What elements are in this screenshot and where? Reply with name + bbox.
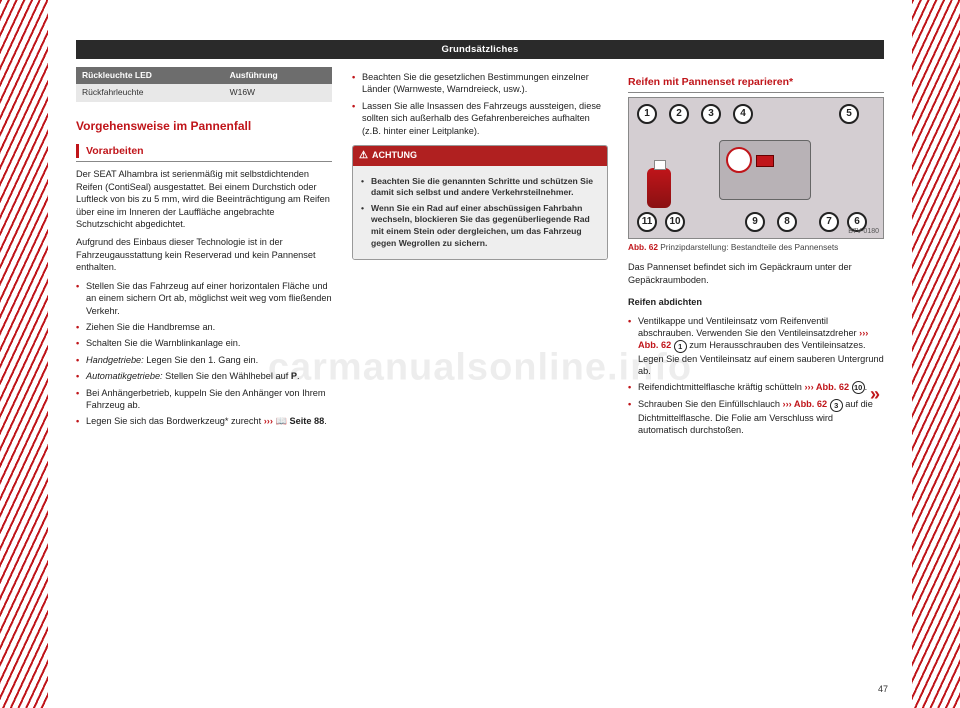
warning-body: Beachten Sie die genannten Schritte und …: [353, 166, 607, 260]
subsection-vorarbeiten: Vorarbeiten: [76, 144, 332, 162]
callout-1: 1: [637, 104, 657, 124]
bullet-5-label: Automatikgetriebe:: [86, 371, 163, 381]
figure-62: 1 2 3 4 5 11 10 9 8 7 6 B7V-0180: [628, 97, 884, 239]
c3b2-ref: ››› Abb. 62: [804, 382, 851, 392]
col3-bullet-2: Reifendichtmittelflasche kräftig schütte…: [628, 381, 884, 394]
bullet-5-dot: .: [297, 371, 300, 381]
bullet-2: Ziehen Sie die Handbremse an.: [76, 321, 332, 333]
ref-arrows: ›››: [264, 416, 276, 426]
bulb-table: Rückleuchte LED Ausführung Rückfahrleuch…: [76, 67, 332, 102]
callout-11: 11: [637, 212, 657, 232]
compressor-graphic: [719, 140, 811, 200]
col3-bullet-3: Schrauben Sie den Einfüllschlauch ››› Ab…: [628, 398, 884, 436]
warn-bullet-1: Beachten Sie die genannten Schritte und …: [361, 176, 599, 199]
warn-bullet-2: Wenn Sie ein Rad auf einer abschüssigen …: [361, 203, 599, 249]
callout-3: 3: [701, 104, 721, 124]
th-2: Ausführung: [224, 67, 332, 84]
callout-9: 9: [745, 212, 765, 232]
callout-4: 4: [733, 104, 753, 124]
table-row: Rückfahrleuchte W16W: [76, 84, 332, 101]
gauge-icon: [726, 147, 752, 173]
bullet-5-text: Stellen Sie den Wählhebel auf: [163, 371, 291, 381]
left-stripes: [0, 0, 48, 708]
col3-para-1: Das Pannenset befindet sich im Gepäckrau…: [628, 261, 884, 286]
subhead-abdichten: Reifen abdichten: [628, 296, 884, 308]
bullet-7-text: Legen Sie sich das Bordwerkzeug* zurecht: [86, 416, 264, 426]
switch-icon: [756, 155, 774, 167]
bullet-4: Handgetriebe: Legen Sie den 1. Gang ein.: [76, 354, 332, 366]
c3b2-a: Reifendichtmittelflasche kräftig schütte…: [638, 382, 804, 392]
bullet-7: Legen Sie sich das Bordwerkzeug* zurecht…: [76, 415, 332, 427]
bullet-4-text: Legen Sie den 1. Gang ein.: [144, 355, 258, 365]
sealant-bottle-icon: [647, 168, 671, 208]
table-header-row: Rückleuchte LED Ausführung: [76, 67, 332, 84]
c3b2-b: .: [865, 382, 868, 392]
callout-5: 5: [839, 104, 859, 124]
bullet-1: Stellen Sie das Fahrzeug auf einer horiz…: [76, 280, 332, 317]
content-columns: Rückleuchte LED Ausführung Rückfahrleuch…: [76, 67, 884, 440]
right-stripes: [912, 0, 960, 708]
td-1: Rückfahrleuchte: [76, 84, 224, 101]
continue-icon: »: [870, 382, 876, 406]
figure-id: B7V-0180: [848, 227, 879, 236]
caption-text: Prinzipdarstellung: Bestandteile des Pan…: [658, 242, 838, 252]
bullet-4-label: Handgetriebe:: [86, 355, 144, 365]
c3b3-num: 3: [830, 399, 843, 412]
callout-8: 8: [777, 212, 797, 232]
bullet-5: Automatikgetriebe: Stellen Sie den Wählh…: [76, 370, 332, 382]
bullet-3: Schalten Sie die Warnblinkanlage ein.: [76, 337, 332, 349]
c3b3-ref: ››› Abb. 62: [783, 399, 830, 409]
c3b1-num: 1: [674, 340, 687, 353]
callout-2: 2: [669, 104, 689, 124]
page-number: 47: [878, 684, 888, 694]
subsection-pannenset: Reifen mit Pannenset reparieren*: [628, 75, 884, 93]
column-2: Beachten Sie die gesetzlichen Bestimmung…: [352, 67, 608, 440]
c3b1-a: Ventilkappe und Ventileinsatz vom Reifen…: [638, 316, 859, 338]
col2-bullet-2: Lassen Sie alle Insassen des Fahrzeugs a…: [352, 100, 608, 137]
warning-box: ACHTUNG Beachten Sie die genannten Schri…: [352, 145, 608, 260]
c3b2-num: 10: [852, 381, 865, 394]
book-icon: 📖: [275, 416, 286, 426]
section-title: Vorgehensweise im Pannenfall: [76, 118, 332, 134]
column-1: Rückleuchte LED Ausführung Rückfahrleuch…: [76, 67, 332, 440]
ref-page: Seite 88: [287, 416, 324, 426]
bullet-7-dot: .: [324, 416, 327, 426]
td-2: W16W: [224, 84, 332, 101]
th-1: Rückleuchte LED: [76, 67, 224, 84]
bullet-6: Bei Anhängerbetrieb, kuppeln Sie den Anh…: [76, 387, 332, 412]
page-header: Grundsätzliches: [76, 40, 884, 59]
callout-10: 10: [665, 212, 685, 232]
col3-bullet-1: Ventilkappe und Ventileinsatz vom Reifen…: [628, 315, 884, 378]
col2-bullet-1: Beachten Sie die gesetzlichen Bestimmung…: [352, 71, 608, 96]
caption-ref: Abb. 62: [628, 242, 658, 252]
c3b3-a: Schrauben Sie den Einfüllschlauch: [638, 399, 783, 409]
column-3: Reifen mit Pannenset reparieren* 1 2 3 4…: [628, 67, 884, 440]
figure-caption: Abb. 62 Prinzipdarstellung: Bestandteile…: [628, 242, 884, 253]
warning-header: ACHTUNG: [353, 146, 607, 166]
para-1: Der SEAT Alhambra ist serienmäßig mit se…: [76, 168, 332, 230]
page: Grundsätzliches Rückleuchte LED Ausführu…: [48, 0, 912, 708]
para-2: Aufgrund des Einbaus dieser Technologie …: [76, 236, 332, 273]
callout-7: 7: [819, 212, 839, 232]
